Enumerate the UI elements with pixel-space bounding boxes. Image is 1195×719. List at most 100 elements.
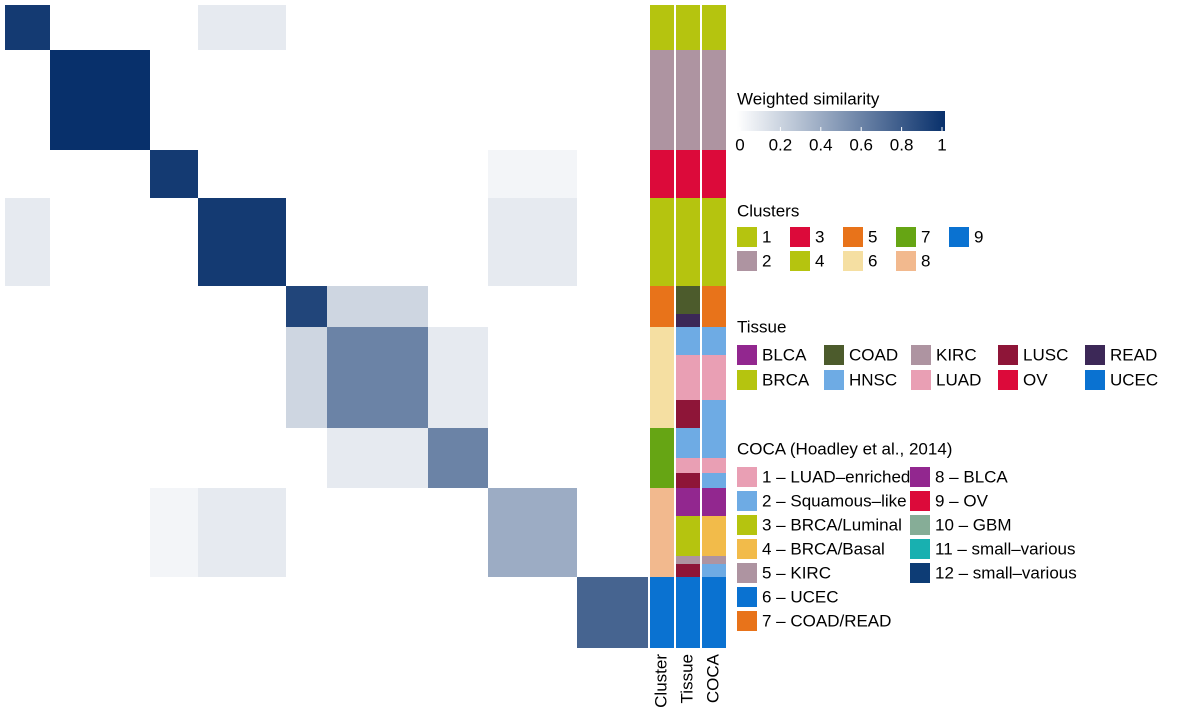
legend-swatch — [910, 491, 930, 511]
colorbar-tick-label: 0.6 — [849, 135, 873, 154]
legend-swatch — [737, 539, 757, 559]
tissue-annotation — [676, 327, 700, 355]
coca-annotation — [702, 428, 726, 458]
legend-swatch — [737, 515, 757, 535]
heatmap-cell — [428, 327, 488, 428]
legend-label: 5 — [868, 227, 877, 246]
legend-swatch — [790, 251, 810, 271]
heatmap-cell — [150, 327, 198, 428]
heatmap-cell — [428, 286, 488, 327]
heatmap-cell — [50, 198, 150, 286]
legend-label: LUAD — [936, 370, 981, 389]
legend-swatch — [1085, 370, 1105, 390]
heatmap-cell — [150, 150, 198, 198]
heatmap-cell — [5, 198, 50, 286]
coca-annotation — [702, 5, 726, 50]
heatmap-cell — [327, 5, 428, 50]
heatmap-cell — [286, 488, 327, 577]
tissue-annotation — [676, 577, 700, 648]
colorbar-tick-label: 0.4 — [809, 135, 833, 154]
tissue-annotation — [676, 50, 700, 150]
tissue-annotation — [676, 5, 700, 50]
legend-label: OV — [1023, 370, 1048, 389]
tissue-annotation — [676, 458, 700, 473]
heatmap-cell — [150, 50, 198, 150]
tissue-annotation — [676, 556, 700, 564]
legend-swatch — [737, 611, 757, 631]
heatmap-cell — [577, 50, 648, 150]
heatmap-cell — [5, 5, 50, 50]
cluster-annotation — [650, 327, 674, 428]
heatmap-cell — [327, 150, 428, 198]
heatmap-cell — [198, 198, 286, 286]
tissue-annotation — [676, 314, 700, 327]
heatmap-cell — [50, 577, 150, 648]
legend-label: 6 — [868, 251, 877, 270]
legend-swatch — [737, 587, 757, 607]
heatmap-cell — [286, 150, 327, 198]
heatmap-cell — [198, 327, 286, 428]
heatmap-cell — [577, 5, 648, 50]
heatmap-cell — [428, 150, 488, 198]
heatmap-cell — [327, 50, 428, 150]
heatmap-cell — [198, 577, 286, 648]
coca-annotation — [702, 286, 726, 327]
legend-label: 2 — [762, 251, 771, 270]
legend-label: COAD — [849, 345, 898, 364]
legend-swatch — [896, 251, 916, 271]
heatmap-cell — [5, 488, 50, 577]
heatmap-cell — [577, 428, 648, 488]
legend-title: Clusters — [737, 201, 799, 220]
legend-label: 7 – COAD/READ — [762, 611, 891, 630]
legend-swatch — [790, 227, 810, 247]
colorbar-title: Weighted similarity — [737, 89, 880, 108]
legend-swatch — [737, 251, 757, 271]
legend-label: 5 – KIRC — [762, 563, 831, 582]
legend-label: 12 – small–various — [935, 563, 1077, 582]
legend-label: 8 – BLCA — [935, 467, 1008, 486]
heatmap-cell — [150, 488, 198, 577]
legend-swatch — [910, 515, 930, 535]
legend-label: 9 — [974, 227, 983, 246]
heatmap-cell — [286, 428, 327, 488]
heatmap-cell — [286, 327, 327, 428]
legend-label: 9 – OV — [935, 491, 989, 510]
heatmap-cell — [488, 488, 577, 577]
annotation-column-label: Tissue — [677, 654, 696, 703]
legend-label: READ — [1110, 345, 1157, 364]
tissue-annotation — [676, 564, 700, 577]
legend-label: 2 – Squamous–like — [762, 491, 907, 510]
heatmap-cell — [577, 488, 648, 577]
cluster-annotation — [650, 198, 674, 286]
cluster-annotation — [650, 428, 674, 488]
heatmap-cell — [150, 286, 198, 327]
heatmap-cell — [198, 150, 286, 198]
cluster-annotation — [650, 5, 674, 50]
heatmap-cell — [286, 198, 327, 286]
heatmap-cell — [5, 327, 50, 428]
tissue-annotation — [676, 428, 700, 458]
legend-swatch — [1085, 345, 1105, 365]
heatmap-cell — [577, 198, 648, 286]
legend-swatch — [737, 491, 757, 511]
tissue-annotation — [676, 150, 700, 198]
heatmap-cell — [577, 327, 648, 428]
heatmap-cell — [50, 150, 150, 198]
heatmap-cell — [150, 428, 198, 488]
legend-label: 1 — [762, 227, 771, 246]
legend-label: UCEC — [1110, 370, 1158, 389]
annotation-column-label: Cluster — [651, 654, 670, 708]
heatmap-cell — [286, 577, 327, 648]
legend-swatch — [737, 345, 757, 365]
heatmap-cell — [198, 428, 286, 488]
colorbar-tick-label: 0.8 — [890, 135, 914, 154]
heatmap-cell — [50, 488, 150, 577]
legend-swatch — [737, 227, 757, 247]
legend-swatch — [949, 227, 969, 247]
legend-title: Tissue — [737, 317, 786, 336]
heatmap-cell — [488, 150, 577, 198]
heatmap-cell — [488, 327, 577, 428]
heatmap-cell — [198, 488, 286, 577]
legend-swatch — [910, 467, 930, 487]
